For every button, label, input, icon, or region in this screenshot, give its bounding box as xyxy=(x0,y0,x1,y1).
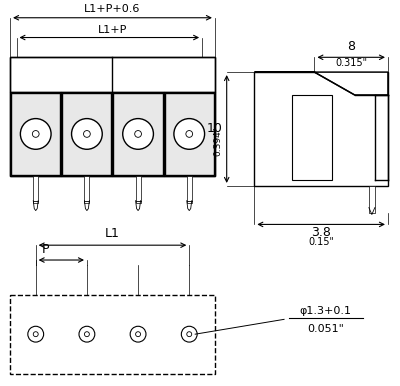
Bar xyxy=(62,93,112,175)
Bar xyxy=(10,92,61,176)
Circle shape xyxy=(33,332,38,337)
Text: 3.8: 3.8 xyxy=(311,227,331,239)
Circle shape xyxy=(135,130,142,137)
Bar xyxy=(114,93,163,175)
Bar xyxy=(369,186,375,213)
Bar xyxy=(10,57,215,176)
Text: 0.315": 0.315" xyxy=(335,58,367,68)
Text: φ1.3+0.1: φ1.3+0.1 xyxy=(300,306,352,317)
Bar xyxy=(84,176,89,203)
Circle shape xyxy=(181,326,197,342)
Text: 0.051": 0.051" xyxy=(307,324,344,334)
Circle shape xyxy=(84,130,90,137)
Circle shape xyxy=(32,130,39,137)
Bar xyxy=(292,95,332,180)
Bar xyxy=(165,93,214,175)
Circle shape xyxy=(174,119,204,149)
Text: 10: 10 xyxy=(207,122,223,135)
Bar xyxy=(11,93,60,175)
Text: L1+P+0.6: L1+P+0.6 xyxy=(84,4,141,14)
Circle shape xyxy=(84,332,89,337)
Circle shape xyxy=(28,326,44,342)
Circle shape xyxy=(72,119,102,149)
Circle shape xyxy=(79,326,95,342)
Polygon shape xyxy=(254,72,388,95)
Bar xyxy=(10,57,215,92)
Circle shape xyxy=(136,332,140,337)
Text: 0.15": 0.15" xyxy=(308,237,334,247)
Text: L1+P: L1+P xyxy=(98,25,127,35)
Bar xyxy=(254,72,388,186)
Circle shape xyxy=(20,119,51,149)
Circle shape xyxy=(186,130,193,137)
Text: 0.394": 0.394" xyxy=(214,126,223,156)
Circle shape xyxy=(130,326,146,342)
Bar xyxy=(136,176,140,203)
Bar xyxy=(33,176,38,203)
Text: L1: L1 xyxy=(105,227,120,240)
Bar xyxy=(164,92,215,176)
Circle shape xyxy=(187,332,192,337)
Bar xyxy=(10,295,215,374)
Bar xyxy=(61,92,112,176)
Bar xyxy=(187,176,192,203)
Bar xyxy=(112,92,164,176)
Text: 8: 8 xyxy=(347,41,355,53)
Circle shape xyxy=(123,119,154,149)
Text: P: P xyxy=(42,243,49,256)
